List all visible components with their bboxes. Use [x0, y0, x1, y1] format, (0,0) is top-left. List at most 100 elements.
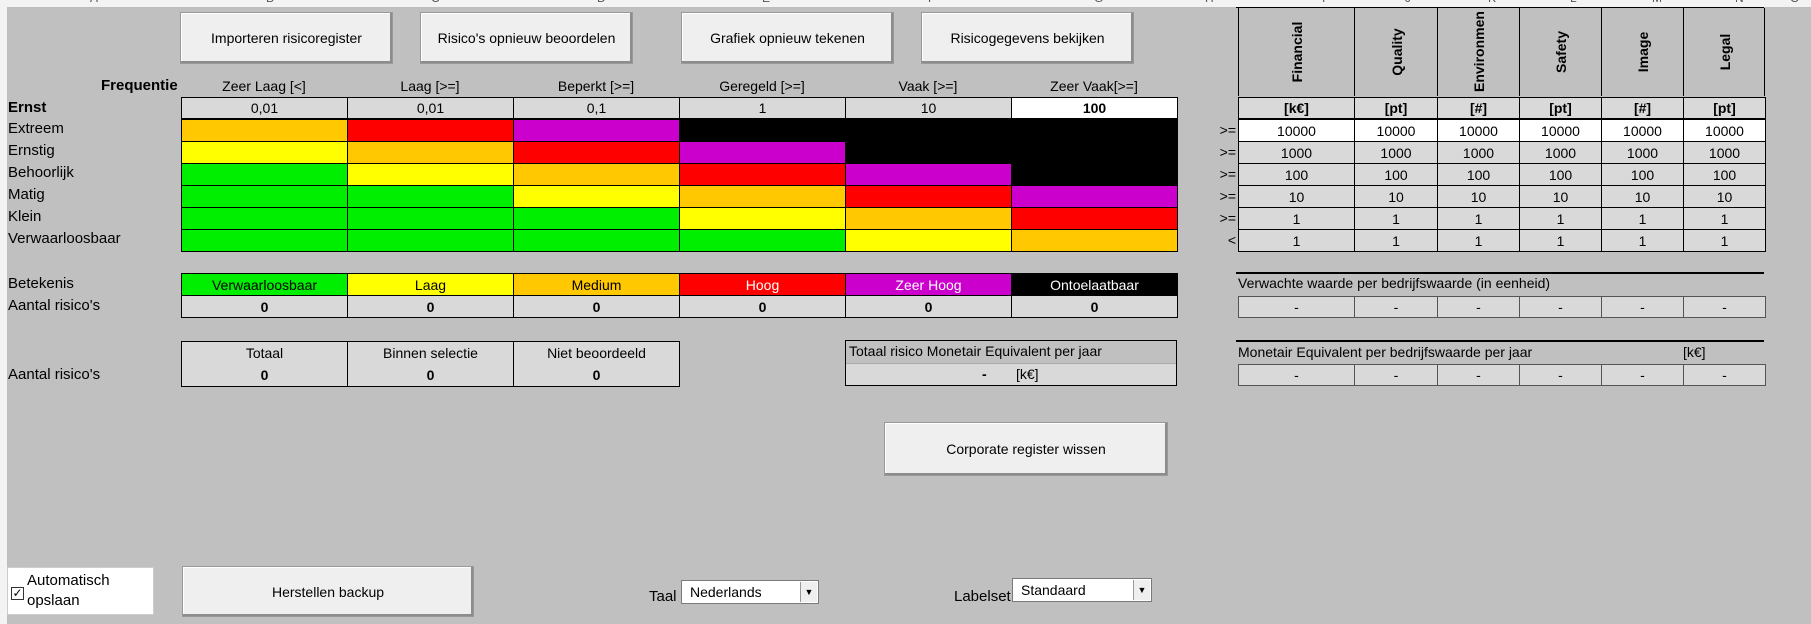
impact-threshold[interactable]: 10000 [1437, 119, 1520, 142]
frequency-value: 1 [679, 97, 846, 119]
view-risk-data-button[interactable]: Risicogegevens bekijken [921, 12, 1134, 64]
matrix-cell[interactable] [514, 120, 680, 142]
impact-threshold[interactable]: 1000 [1683, 141, 1766, 164]
frequency-value: 0,1 [513, 97, 680, 119]
expected-value-cell: - [1437, 296, 1520, 318]
matrix-cell[interactable] [846, 186, 1012, 208]
column-letter: F [928, 0, 935, 5]
impact-threshold[interactable]: 10 [1354, 185, 1438, 208]
expected-value-cell: - [1601, 296, 1684, 318]
impact-threshold[interactable]: 1000 [1238, 141, 1355, 164]
matrix-cell[interactable] [348, 142, 514, 164]
impact-threshold[interactable]: 1 [1354, 207, 1438, 230]
matrix-cell[interactable] [182, 142, 348, 164]
impact-threshold[interactable]: 1000 [1354, 141, 1438, 164]
impact-threshold[interactable]: 1 [1683, 229, 1766, 252]
impact-threshold[interactable]: 1 [1354, 229, 1438, 252]
impact-threshold[interactable]: 10 [1683, 185, 1766, 208]
matrix-cell[interactable] [514, 186, 680, 208]
matrix-cell[interactable] [1012, 164, 1178, 186]
impact-threshold[interactable]: 100 [1437, 163, 1520, 186]
matrix-cell[interactable] [348, 230, 514, 252]
impact-threshold[interactable]: 10000 [1683, 119, 1766, 142]
impact-threshold[interactable]: 1000 [1519, 141, 1602, 164]
meaning-count: 0 [679, 295, 846, 318]
labelset-dropdown[interactable]: Standaard ▼ [1012, 578, 1152, 602]
matrix-cell[interactable] [846, 208, 1012, 230]
impact-threshold[interactable]: 1 [1238, 207, 1355, 230]
monetary-total-unit: [k€] [1016, 366, 1039, 382]
impact-threshold[interactable]: 1 [1601, 207, 1684, 230]
checkmark-icon[interactable]: ✓ [11, 586, 24, 600]
restore-backup-button[interactable]: Herstellen backup [182, 566, 474, 617]
impact-threshold[interactable]: 1 [1238, 229, 1355, 252]
impact-threshold[interactable]: 100 [1519, 163, 1602, 186]
impact-threshold[interactable]: 1000 [1437, 141, 1520, 164]
matrix-cell[interactable] [680, 142, 846, 164]
matrix-cell[interactable] [348, 164, 514, 186]
column-letter: K [1488, 0, 1496, 5]
matrix-cell[interactable] [680, 186, 846, 208]
impact-threshold[interactable]: 10 [1238, 185, 1355, 208]
impact-threshold[interactable]: 10000 [1601, 119, 1684, 142]
matrix-cell[interactable] [846, 164, 1012, 186]
matrix-cell[interactable] [514, 164, 680, 186]
impact-unit: [#] [1437, 97, 1520, 119]
impact-threshold[interactable]: 10000 [1519, 119, 1602, 142]
matrix-cell[interactable] [348, 186, 514, 208]
chevron-down-icon[interactable]: ▼ [1133, 580, 1150, 600]
severity-label: Ernst [8, 99, 47, 116]
matrix-cell[interactable] [348, 120, 514, 142]
matrix-cell[interactable] [1012, 186, 1178, 208]
monetary-total-value: - [982, 366, 987, 382]
impact-threshold[interactable]: 10000 [1354, 119, 1438, 142]
import-risk-register-button[interactable]: Importeren risicoregister [180, 12, 393, 64]
matrix-cell[interactable] [1012, 208, 1178, 230]
matrix-cell[interactable] [182, 120, 348, 142]
impact-threshold[interactable]: 10000 [1238, 119, 1355, 142]
impact-threshold[interactable]: 1 [1519, 229, 1602, 252]
matrix-cell[interactable] [680, 120, 846, 142]
matrix-cell[interactable] [846, 120, 1012, 142]
impact-threshold[interactable]: 10 [1437, 185, 1520, 208]
autosave-checkbox[interactable]: ✓ Automatisch opslaan [7, 567, 154, 615]
matrix-cell[interactable] [514, 230, 680, 252]
matrix-cell[interactable] [1012, 142, 1178, 164]
impact-unit: [#] [1601, 97, 1684, 119]
redraw-chart-button[interactable]: Grafiek opnieuw tekenen [681, 12, 894, 64]
language-dropdown[interactable]: Nederlands ▼ [681, 580, 819, 604]
matrix-cell[interactable] [1012, 230, 1178, 252]
impact-threshold[interactable]: 1 [1437, 207, 1520, 230]
chevron-down-icon[interactable]: ▼ [800, 582, 817, 602]
matrix-cell[interactable] [680, 208, 846, 230]
totals-header: Totaal [181, 341, 348, 364]
matrix-cell[interactable] [182, 164, 348, 186]
impact-threshold[interactable]: 1 [1683, 207, 1766, 230]
matrix-cell[interactable] [182, 208, 348, 230]
impact-threshold[interactable]: 1 [1519, 207, 1602, 230]
matrix-cell[interactable] [514, 142, 680, 164]
matrix-cell[interactable] [846, 142, 1012, 164]
clear-corporate-register-button[interactable]: Corporate register wissen [884, 422, 1168, 476]
impact-threshold[interactable]: 1000 [1601, 141, 1684, 164]
matrix-cell[interactable] [846, 230, 1012, 252]
impact-unit: [k€] [1238, 97, 1355, 119]
matrix-cell[interactable] [680, 164, 846, 186]
impact-category-column: Environmen [1437, 8, 1519, 96]
meaning-count: 0 [347, 295, 514, 318]
impact-threshold[interactable]: 100 [1354, 163, 1438, 186]
matrix-cell[interactable] [348, 208, 514, 230]
impact-threshold[interactable]: 10 [1519, 185, 1602, 208]
impact-threshold[interactable]: 100 [1601, 163, 1684, 186]
impact-threshold[interactable]: 100 [1683, 163, 1766, 186]
reassess-risks-button[interactable]: Risico's opnieuw beoordelen [420, 12, 633, 64]
impact-threshold[interactable]: 100 [1238, 163, 1355, 186]
matrix-cell[interactable] [182, 230, 348, 252]
matrix-cell[interactable] [1012, 120, 1178, 142]
matrix-cell[interactable] [514, 208, 680, 230]
impact-threshold[interactable]: 1 [1437, 229, 1520, 252]
impact-threshold[interactable]: 10 [1601, 185, 1684, 208]
matrix-cell[interactable] [182, 186, 348, 208]
impact-threshold[interactable]: 1 [1601, 229, 1684, 252]
matrix-cell[interactable] [680, 230, 846, 252]
